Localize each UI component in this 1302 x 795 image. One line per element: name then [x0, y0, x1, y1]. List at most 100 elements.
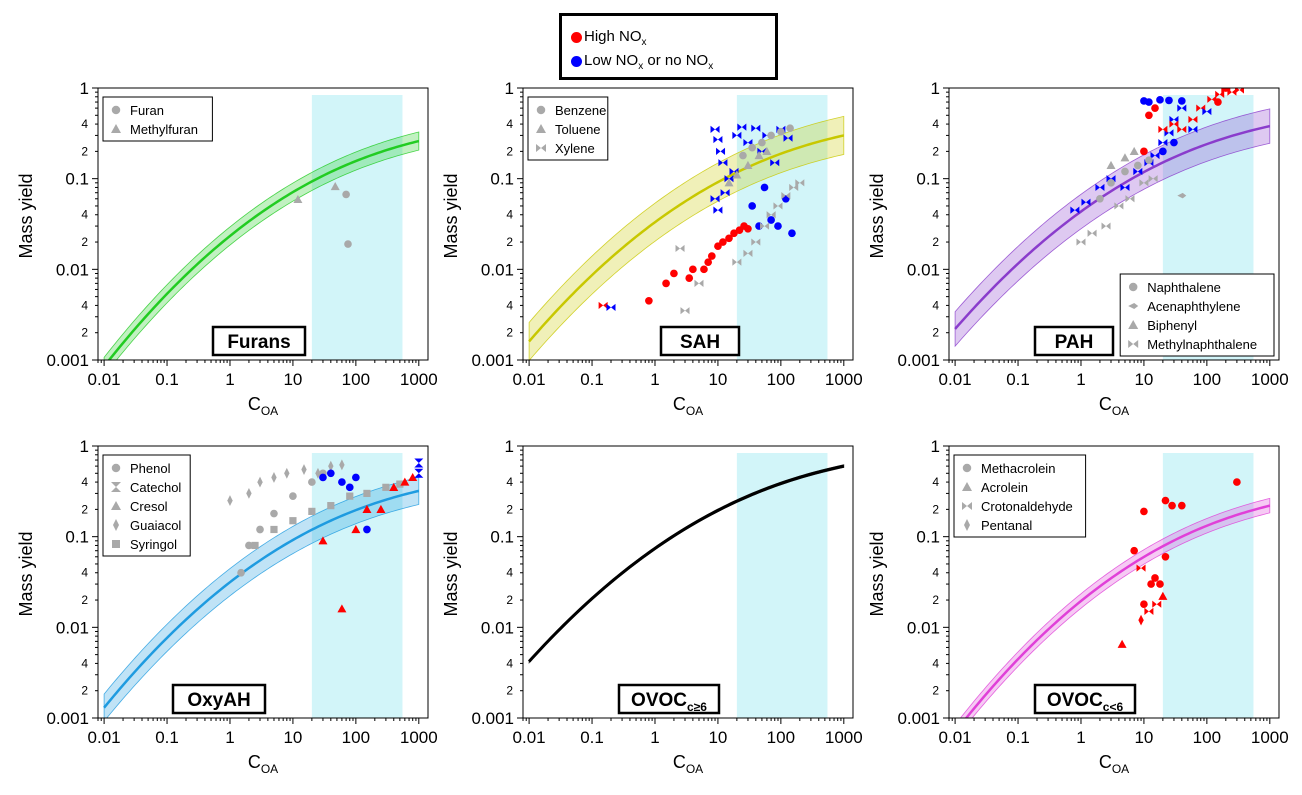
- data-point: [1107, 178, 1115, 187]
- panel-legend-label: Cresol: [130, 499, 168, 514]
- yield-curve: [527, 464, 845, 663]
- panel-legend-label: Syringol: [130, 537, 177, 552]
- data-point: [284, 467, 290, 479]
- y-minor-tick-label: 4: [506, 475, 513, 489]
- data-point: [767, 216, 775, 224]
- y-minor-tick-label: 4: [932, 566, 939, 580]
- bowtie-marker-half: [771, 211, 776, 219]
- plot-frame: [948, 87, 1280, 361]
- y-tick-label: 0.001: [471, 709, 514, 728]
- x-axis-label-main: C: [248, 394, 261, 414]
- data-point: [1159, 147, 1167, 156]
- data-point: [1214, 98, 1222, 106]
- bowtie-marker-half: [1192, 115, 1198, 124]
- data-point: [345, 483, 354, 492]
- y-minor-tick-label: 4: [506, 656, 513, 670]
- data-point: [1156, 580, 1164, 588]
- data-point: [766, 211, 772, 219]
- y-tick-label: 1: [80, 79, 89, 98]
- uncertainty-envelope: [959, 497, 1271, 718]
- data-point: [301, 464, 307, 475]
- x-tick-label: 0.1: [1006, 728, 1030, 747]
- x-tick-label: 100: [767, 728, 795, 747]
- bowtie-marker-half: [610, 303, 616, 312]
- panel-legend-label: Methylfuran: [130, 122, 198, 137]
- data-point: [1234, 88, 1240, 94]
- data-point: [338, 478, 346, 486]
- chart-panel-6: 0.01 0.1 1 10 100 10002424240.0010.010.11COAM…: [867, 437, 1289, 776]
- data-point: [762, 146, 772, 155]
- bowtie-marker-half: [722, 159, 728, 167]
- panel-legend: Furan Methylfuran: [102, 96, 213, 142]
- plot-frame: [948, 445, 1280, 719]
- data-point: [1177, 125, 1182, 133]
- chart-panel-5: 0.01 0.1 1 10 100 10002424240.0010.010.11COAM…: [441, 437, 863, 776]
- y-minor-tick-label: 4: [932, 656, 939, 670]
- data-point: [1120, 153, 1130, 162]
- curve-group: [959, 497, 1271, 718]
- data-point: [246, 488, 252, 499]
- triangle-marker: [536, 124, 546, 133]
- chart-panel-1: 0.01 0.1 1 10 100 10002424240.0010.010.11COAM…: [16, 79, 438, 418]
- data-point: [748, 143, 756, 152]
- y-minor-tick-label: 4: [81, 208, 88, 222]
- data-point: [789, 183, 794, 192]
- x-axis-label: COA: [673, 752, 703, 776]
- data-point: [743, 249, 748, 257]
- data-point: [720, 189, 726, 197]
- y-minor-tick-label: 4: [506, 298, 513, 312]
- data-point: [1106, 175, 1112, 183]
- data-point: [1140, 147, 1148, 156]
- x-axis-label-main: C: [248, 752, 261, 772]
- bowtie-marker-half: [793, 183, 799, 192]
- data-point: [724, 178, 734, 187]
- data-point: [346, 492, 354, 500]
- hourglass-marker-half: [414, 473, 424, 478]
- x-tick-label: 0.01: [88, 370, 121, 389]
- data-point: [724, 175, 730, 183]
- data-point: [396, 480, 404, 488]
- bowtie-marker-half: [1173, 115, 1179, 124]
- triangle-marker: [962, 482, 972, 491]
- panel-legend-label: Xylene: [555, 141, 595, 156]
- panel-legend-label: Toluene: [555, 122, 601, 137]
- x-tick-label: 10: [708, 370, 727, 389]
- x-tick-label: 1000: [400, 370, 438, 389]
- yield-curve: [107, 139, 420, 360]
- chart-panel-2: 0.01 0.1 1 10 100 10002424240.0010.010.11COAM…: [441, 79, 863, 418]
- data-point: [713, 206, 718, 214]
- panel-legend-box: [953, 454, 1087, 538]
- y-minor-tick-label: 4: [506, 117, 513, 131]
- x-tick-label: 0.01: [513, 370, 546, 389]
- data-point: [293, 194, 303, 204]
- data-point: [1117, 639, 1127, 648]
- data-point: [762, 131, 767, 140]
- x-tick-label: 1: [225, 728, 234, 747]
- data-point: [352, 473, 360, 482]
- data-point: [770, 159, 775, 167]
- legend-label-suffix: or no NO: [643, 52, 709, 69]
- data-point: [414, 468, 424, 474]
- circle-marker: [962, 463, 972, 473]
- data-point: [739, 151, 747, 160]
- data-point: [1177, 104, 1182, 112]
- x-tick-label: 0.1: [580, 728, 604, 747]
- x-tick-label: 10: [1134, 728, 1153, 747]
- x-axis-label-sub: OA: [1112, 762, 1129, 776]
- y-tick-label: 0.1: [65, 528, 89, 547]
- bowtie-marker-half: [788, 134, 793, 142]
- legend-subscript: x: [708, 61, 714, 72]
- legend-label: High NO: [584, 28, 642, 45]
- panel-title-sub: c<6: [1103, 700, 1124, 714]
- data-point: [1158, 125, 1163, 133]
- y-minor-tick-label: 2: [81, 326, 88, 340]
- panel-legend-label: Biphenyl: [1147, 318, 1197, 333]
- data-point: [318, 536, 328, 545]
- y-tick-label: 0.1: [916, 528, 940, 547]
- data-point: [729, 167, 734, 176]
- legend-subscript: x: [638, 61, 644, 72]
- panel-legend-label: Pentanal: [981, 518, 1032, 533]
- data-point: [1151, 574, 1159, 582]
- legend-subscript: x: [641, 37, 647, 48]
- x-tick-label: 10: [708, 728, 727, 747]
